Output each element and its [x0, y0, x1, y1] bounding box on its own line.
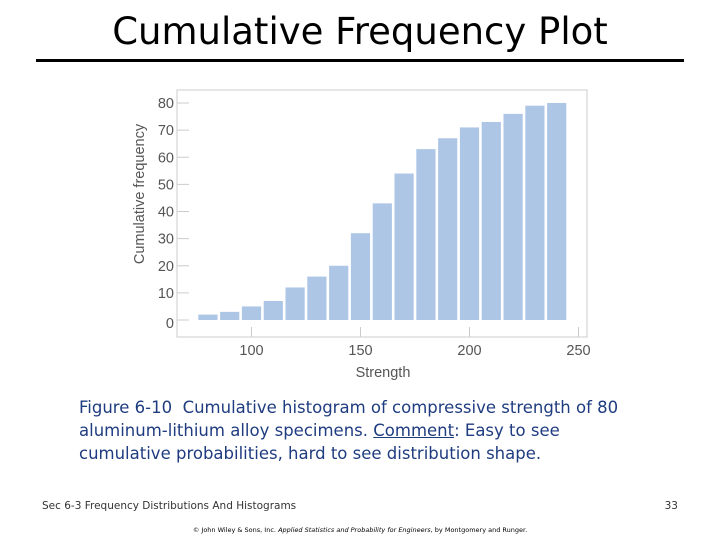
bar: [525, 105, 545, 321]
bar: [438, 138, 458, 320]
bar: [285, 287, 305, 320]
bar: [394, 173, 414, 320]
bar: [329, 265, 349, 320]
y-axis-label: Cumulative frequency: [132, 123, 148, 264]
y-tick-label: 30: [158, 232, 174, 248]
slide-title: Cumulative Frequency Plot: [112, 10, 608, 53]
bar: [241, 306, 262, 320]
bar: [459, 127, 480, 320]
y-tick-label: 0: [166, 316, 174, 332]
x-tick-label: 150: [348, 343, 372, 359]
copyright-authors: , by Montgomery and Runger.: [430, 526, 528, 534]
x-tick-label: 200: [457, 343, 481, 359]
y-tick-label: 80: [158, 96, 174, 112]
cumulative-histogram-chart: 0 10 20 30 40 50 60 70 80 100 150 200 250 Cumulative…: [132, 89, 591, 381]
y-tick-label: 10: [158, 286, 174, 302]
copyright-book-title: Applied Statistics and Probability for E…: [278, 526, 431, 534]
plot-area: 0 10 20 30 40 50 60 70 80 100 150 200 250: [158, 89, 591, 359]
y-tick-label: 50: [158, 177, 174, 193]
bar: [198, 314, 218, 320]
bar: [416, 149, 436, 320]
y-tick-label: 40: [158, 205, 174, 221]
title-divider: [36, 59, 684, 62]
figure-caption: Figure 6-10 Cumulative histogram of comp…: [79, 396, 639, 465]
bar: [263, 301, 283, 320]
page-number: 33: [664, 500, 678, 512]
bar: [547, 103, 567, 320]
caption-comment-text: : Easy to see cumulative probabilities, …: [79, 421, 560, 463]
bar: [307, 276, 327, 320]
x-axis-label: Strength: [356, 365, 411, 381]
bar: [503, 113, 523, 320]
x-tick-label: 250: [566, 343, 590, 359]
bar: [220, 311, 240, 320]
copyright-notice: © John Wiley & Sons, Inc. Applied Statis…: [0, 526, 720, 534]
y-tick-label: 60: [158, 150, 174, 166]
bar: [372, 203, 392, 320]
footer-section-title: Sec 6-3 Frequency Distributions And Hist…: [42, 500, 297, 512]
caption-comment-label: Comment: [373, 421, 455, 440]
x-tick-label: 100: [239, 343, 263, 359]
plot-frame: [176, 89, 588, 338]
bar: [481, 121, 501, 320]
y-tick-label: 20: [158, 259, 174, 275]
figure-number: Figure 6-10: [79, 398, 173, 417]
copyright-owner: © John Wiley & Sons, Inc.: [192, 526, 276, 534]
y-tick-label: 70: [158, 123, 174, 139]
bar: [350, 233, 371, 320]
caption-text: Cumulative histogram of compressive stre…: [79, 398, 619, 440]
